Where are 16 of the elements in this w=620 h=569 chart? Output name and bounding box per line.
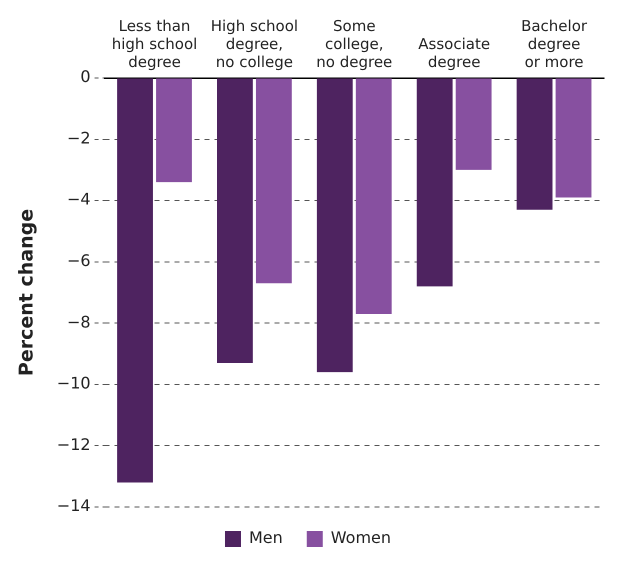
legend-label: Women xyxy=(330,528,392,548)
y-axis-title: Percent change xyxy=(15,208,38,376)
legend-label: Men xyxy=(248,528,283,548)
x-tick-label: Some college, no degree xyxy=(316,16,392,71)
y-tick-label: 0 xyxy=(80,67,91,86)
y-tick-label: −12 xyxy=(56,434,91,454)
y-tick-label: −4 xyxy=(66,190,91,209)
x-tick-label: Less than high school degree xyxy=(112,16,198,71)
y-tick-label: −6 xyxy=(66,251,91,270)
x-tick-label: Associate degree xyxy=(418,34,490,71)
y-tick-label: −10 xyxy=(56,374,91,393)
x-tick-label: Bachelor degree or more xyxy=(521,16,588,71)
x-tick-label: High school degree, no college xyxy=(210,16,298,71)
y-tick-label: −2 xyxy=(66,128,91,148)
y-tick-label: −14 xyxy=(56,496,91,516)
y-tick-label: −8 xyxy=(66,312,91,332)
